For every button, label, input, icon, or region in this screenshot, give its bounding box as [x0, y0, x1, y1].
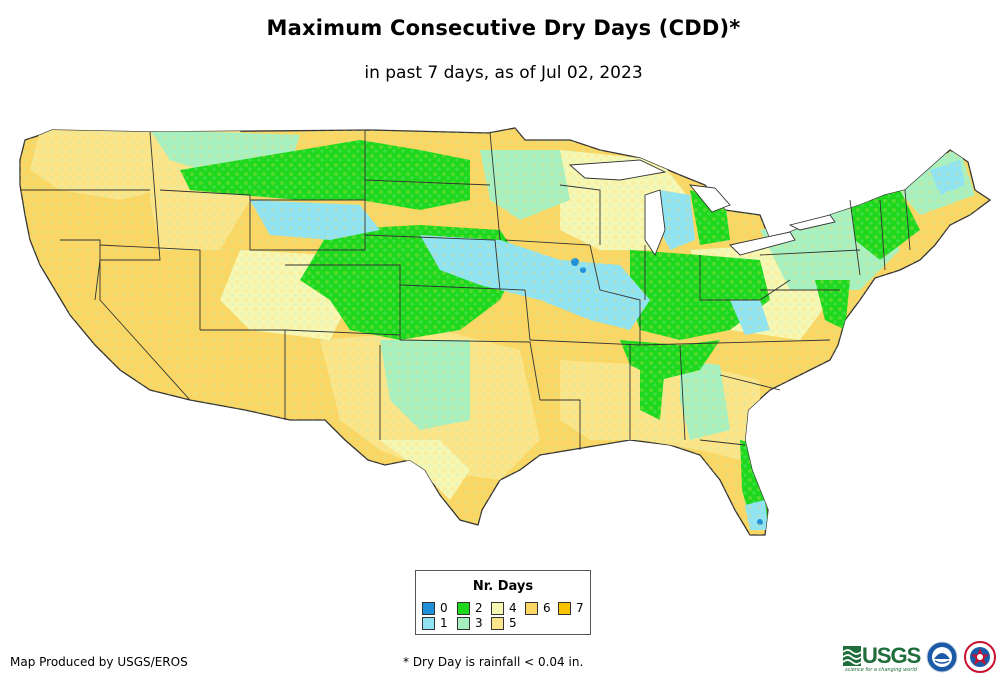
nws-seal-icon	[964, 641, 996, 673]
great-lakes	[568, 159, 836, 256]
dry-day-zones	[20, 128, 990, 535]
legend-swatch	[491, 602, 504, 615]
legend-label: 3	[475, 616, 483, 630]
usgs-wave-icon	[843, 646, 861, 666]
legend: Nr. Days 0 1 2 3 4 5 6 7	[415, 570, 591, 635]
map-credit: Map Produced by USGS/EROS	[10, 655, 188, 669]
map-subtitle: in past 7 days, as of Jul 02, 2023	[364, 63, 643, 83]
legend-label: 5	[509, 616, 517, 630]
usgs-tagline: science for a changing world	[845, 667, 917, 673]
usgs-wordmark: USGS	[862, 643, 921, 668]
legend-label: 1	[440, 616, 448, 630]
legend-swatch	[457, 617, 470, 630]
noaa-seal-icon	[926, 641, 958, 673]
legend-title: Nr. Days	[472, 579, 534, 594]
legend-swatch	[457, 602, 470, 615]
legend-swatch	[422, 617, 435, 630]
legend-label: 0	[440, 601, 448, 615]
map-title: Maximum Consecutive Dry Days (CDD)*	[266, 16, 741, 40]
state-boundaries	[20, 130, 911, 450]
legend-label: 7	[576, 601, 584, 615]
legend-label: 6	[543, 601, 551, 615]
dry-day-footnote: * Dry Day is rainfall < 0.04 in.	[403, 655, 584, 669]
legend-swatch	[558, 602, 571, 615]
usgs-logo: USGS	[843, 643, 921, 669]
legend-label: 2	[475, 601, 483, 615]
legend-swatch	[525, 602, 538, 615]
legend-swatch	[422, 602, 435, 615]
legend-label: 4	[509, 601, 517, 615]
agency-logos: USGS science for a changing world	[843, 639, 1001, 677]
cdd-map	[19, 127, 992, 536]
legend-swatch	[491, 617, 504, 630]
